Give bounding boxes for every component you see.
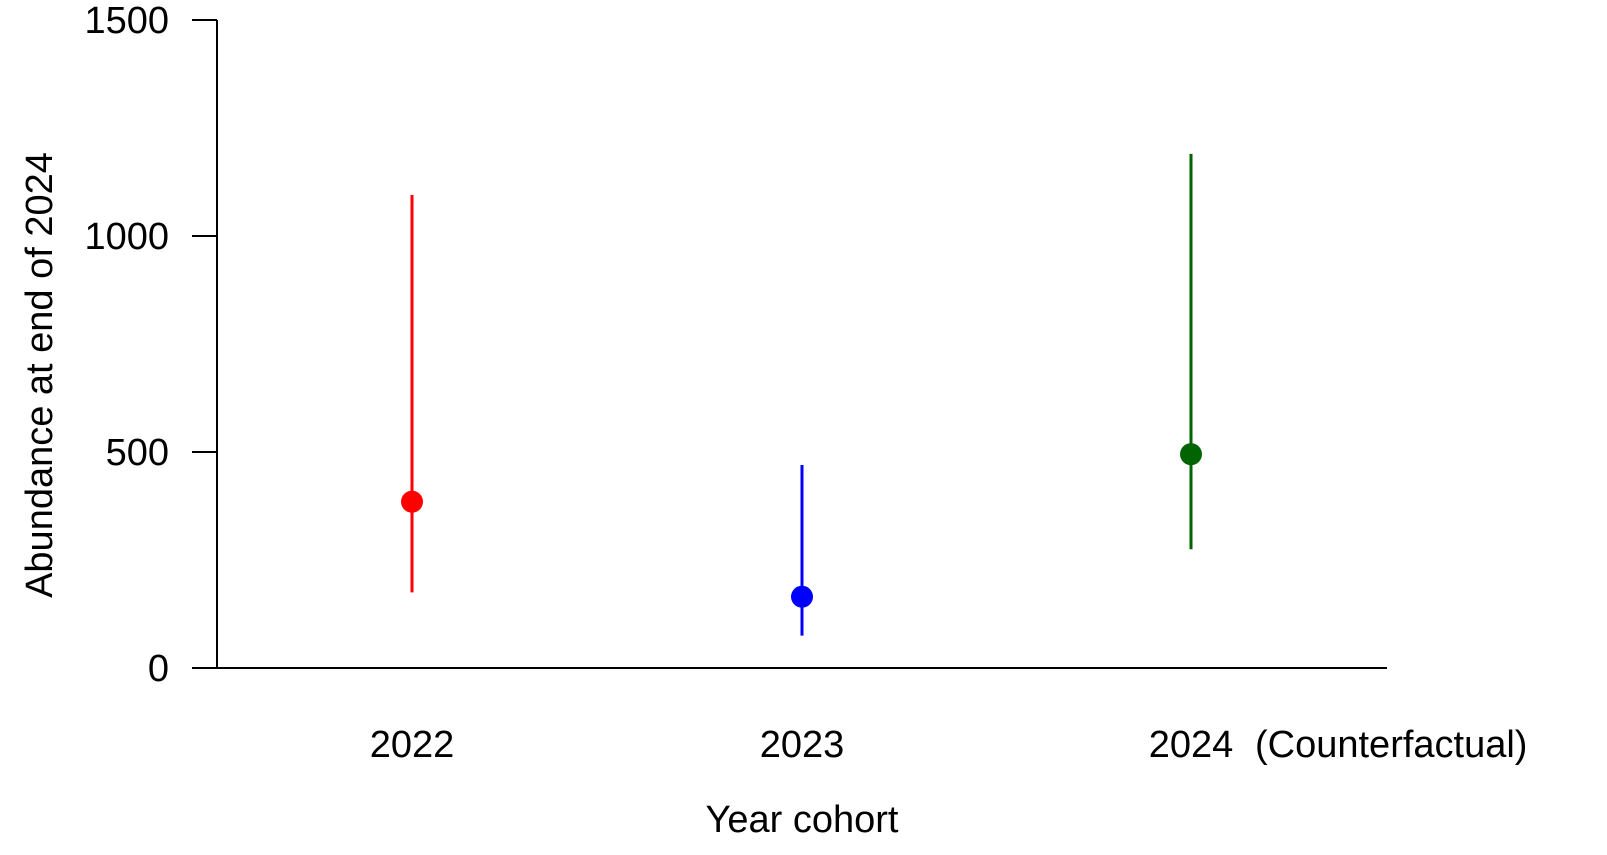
y-tick-label: 1000	[84, 216, 169, 258]
y-tick-label: 1500	[84, 0, 169, 42]
y-axis-ticks: 0 500 1000 1500	[84, 0, 217, 690]
point-2024	[1180, 443, 1202, 466]
counterfactual-annotation: (Counterfactual)	[1255, 724, 1527, 766]
error-bar-series	[401, 153, 1202, 636]
y-tick-label: 500	[106, 432, 169, 474]
x-axis-tick-labels: 2022 2023 2024	[370, 724, 1234, 766]
x-tick-label-2022: 2022	[370, 724, 455, 766]
x-axis-title: Year cohort	[706, 799, 899, 841]
y-tick-label: 0	[148, 648, 169, 690]
point-2022	[401, 490, 423, 513]
point-2023	[791, 585, 813, 608]
x-tick-label-2023: 2023	[760, 724, 845, 766]
y-axis-title: Abundance at end of 2024	[19, 152, 61, 598]
x-tick-label-2024: 2024	[1149, 724, 1234, 766]
